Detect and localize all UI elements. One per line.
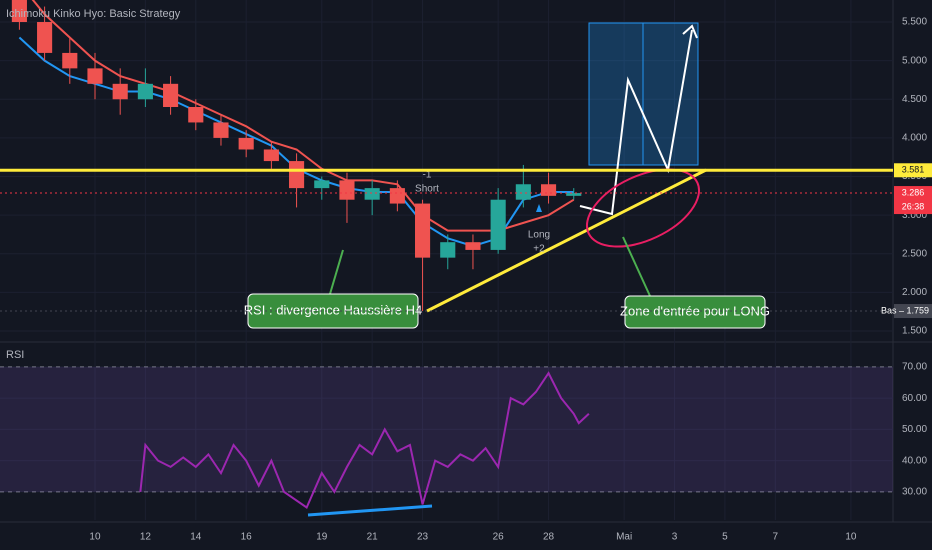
price-label-box xyxy=(894,163,932,178)
x-tick-label: Mai xyxy=(616,532,632,543)
rsi-band xyxy=(0,366,893,492)
drawings xyxy=(247,22,766,517)
candle-body xyxy=(163,83,179,107)
candle-body xyxy=(339,180,355,200)
x-tick-label: 12 xyxy=(140,532,152,543)
price-label-box xyxy=(894,304,932,319)
candle-body xyxy=(415,203,431,258)
y-tick-label: 2.500 xyxy=(902,248,927,259)
x-tick-label: 23 xyxy=(417,532,429,543)
x-tick-label: 16 xyxy=(241,532,253,543)
candle-body xyxy=(213,122,229,138)
price-label-box xyxy=(894,186,932,215)
candle-body xyxy=(11,0,27,23)
candle-body xyxy=(440,242,456,258)
note: RSI : divergence Haussière H4 xyxy=(244,302,422,317)
y-tick-label: 4.500 xyxy=(902,94,927,105)
y-tick-label: 30.00 xyxy=(902,487,927,498)
entry-zone xyxy=(585,168,701,248)
callout-pointer xyxy=(329,249,344,295)
candle-body xyxy=(137,83,153,100)
countdown: 26:38 xyxy=(902,201,925,211)
indicator-title: Ichimoku Kinko Hyo: Basic Strategy xyxy=(6,8,181,20)
candle-body xyxy=(238,137,254,150)
rsi-panel xyxy=(139,371,590,510)
projection-arrow xyxy=(579,29,693,216)
x-tick-label: 21 xyxy=(367,532,379,543)
y-tick-label: 5.000 xyxy=(902,55,927,66)
y-tick-label: 60.00 xyxy=(902,393,927,404)
x-tick-label: 5 xyxy=(722,532,728,543)
price-panel xyxy=(11,0,582,312)
price-label: 3.286 xyxy=(902,187,925,197)
candle-body xyxy=(112,83,128,100)
callout-box xyxy=(624,295,766,329)
y-tick-label: 40.00 xyxy=(902,455,927,466)
y-tick-label: 1.500 xyxy=(902,326,927,337)
candle-body xyxy=(37,22,53,53)
series-line xyxy=(31,0,575,232)
candle-body xyxy=(540,184,557,196)
y-tick-label: 5.500 xyxy=(902,17,927,28)
price-label: Bas – 1.759 xyxy=(881,305,929,315)
y-tick-label: 2.000 xyxy=(902,287,927,298)
callout-box xyxy=(247,293,419,329)
candle-body xyxy=(566,193,582,196)
divergence-line xyxy=(307,504,433,517)
y-tick-label: 50.00 xyxy=(902,424,927,435)
candle-body xyxy=(62,52,78,69)
y-tick-label: 70.00 xyxy=(902,362,927,373)
order-label: Long xyxy=(528,230,550,241)
candle-body xyxy=(389,188,405,204)
x-tick-label: 7 xyxy=(773,532,779,543)
candle-body xyxy=(314,180,330,189)
candle-body xyxy=(465,242,481,250)
x-tick-label: 28 xyxy=(543,532,555,543)
x-tick-label: 3 xyxy=(672,532,678,543)
x-tick-label: 14 xyxy=(190,532,202,543)
panel-title: RSI xyxy=(6,349,24,361)
y-tick-label: 3.000 xyxy=(902,210,927,221)
trend-line xyxy=(426,168,707,313)
x-tick-label: 10 xyxy=(845,532,857,543)
x-tick-label: 26 xyxy=(493,532,505,543)
y-tick-label: 4.000 xyxy=(902,133,927,144)
arrow-head xyxy=(682,24,698,39)
candle-body xyxy=(188,106,204,123)
price-label: 3.581 xyxy=(902,165,925,175)
short-marker xyxy=(424,208,430,216)
x-tick-label: 19 xyxy=(316,532,328,543)
series-line xyxy=(139,371,590,510)
candle-body xyxy=(515,184,531,200)
callout-pointer xyxy=(622,236,651,297)
long-marker xyxy=(536,204,542,212)
order-label: Short xyxy=(415,184,439,195)
candle-body xyxy=(87,68,103,84)
candle-body xyxy=(364,188,380,200)
order-qty: +2 xyxy=(533,244,545,255)
x-tick-label: 10 xyxy=(89,532,101,543)
order-qty: -1 xyxy=(423,170,432,181)
candle-body xyxy=(263,149,279,162)
candle-body xyxy=(490,199,506,250)
candle-body xyxy=(289,161,305,189)
